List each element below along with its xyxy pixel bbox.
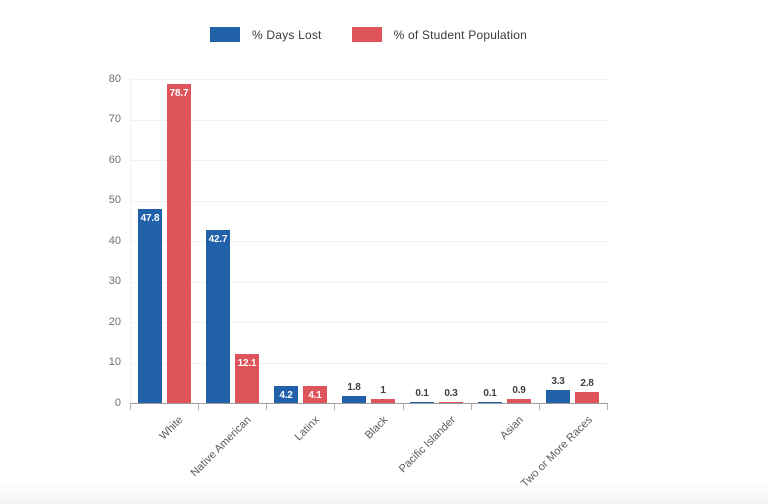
grid-line (130, 79, 607, 80)
grid-line (130, 322, 607, 323)
x-tick-label-native-american: Native American (188, 414, 254, 480)
bar--of-student-population-native-american (235, 354, 259, 403)
y-axis-line (130, 79, 131, 403)
bar--days-lost-two-or-more-races (546, 390, 570, 403)
legend-swatch-student-population-icon (351, 27, 382, 42)
x-tick-label-latinx: Latinx (292, 414, 322, 444)
legend-label-student-population: % of Student Population (393, 27, 527, 42)
y-tick-label: 40 (108, 235, 121, 247)
legend-item-days-lost[interactable]: % Days Lost (210, 27, 322, 42)
axis-tick (130, 404, 131, 410)
bar-value-label: 42.7 (208, 234, 228, 245)
bar--of-student-population-pacific-islander (439, 402, 463, 403)
grid-line (130, 201, 607, 202)
x-axis-line (130, 403, 608, 404)
x-tick-label-black: Black (362, 414, 390, 442)
grid-line (130, 363, 607, 364)
chart-legend: % Days Lost % of Student Population (130, 27, 607, 42)
bar--of-student-population-asian (507, 399, 531, 403)
bar--days-lost-native-american (206, 230, 230, 403)
bar--of-student-population-latinx (303, 386, 327, 403)
legend-swatch-days-lost-icon (210, 27, 241, 42)
bar--days-lost-pacific-islander (410, 402, 434, 403)
bar-value-label: 0.3 (444, 388, 458, 399)
bar-value-label: 2.8 (580, 378, 594, 389)
axis-tick (471, 404, 472, 410)
bar-value-label: 78.7 (169, 88, 189, 99)
bar-value-label: 12.1 (237, 358, 257, 369)
axis-tick (403, 404, 404, 410)
bar-value-label: 3.3 (551, 376, 565, 387)
x-tick-label-asian: Asian (498, 414, 527, 442)
bar--of-student-population-white (167, 84, 191, 403)
y-tick-label: 50 (108, 194, 121, 206)
y-tick-label: 60 (108, 154, 121, 166)
bar--days-lost-white (138, 209, 162, 403)
bar--of-student-population-black (371, 399, 395, 403)
axis-tick (266, 404, 267, 410)
bar--days-lost-black (342, 396, 366, 403)
axis-tick (198, 404, 199, 410)
bottom-fade-decoration (0, 482, 768, 504)
bar--of-student-population-two-or-more-races (575, 392, 599, 403)
grid-line (130, 120, 607, 121)
bar--days-lost-latinx (274, 386, 298, 403)
axis-tick (539, 404, 540, 410)
bar-value-label: 47.8 (140, 213, 160, 224)
bar-value-label: 0.1 (415, 388, 429, 399)
bar--days-lost-asian (478, 402, 502, 403)
x-tick-label-pacific-islander: Pacific Islander (396, 414, 459, 476)
bar-value-label: 1.8 (347, 382, 361, 393)
y-tick-label: 20 (108, 316, 121, 328)
y-tick-label: 30 (108, 275, 121, 287)
bar-value-label: 0.1 (483, 388, 497, 399)
y-tick-label: 70 (108, 113, 121, 125)
bar-value-label: 1 (380, 385, 386, 396)
legend-item-student-population[interactable]: % of Student Population (351, 27, 527, 42)
grid-line (130, 160, 607, 161)
y-tick-label: 0 (114, 397, 121, 409)
bar-value-label: 4.1 (308, 390, 322, 401)
bar-value-label: 4.2 (279, 390, 293, 401)
x-tick-label-two-or-more-races: Two or More Races (518, 414, 595, 490)
grid-line (130, 241, 607, 242)
y-tick-label: 80 (108, 73, 121, 85)
grid-line (130, 282, 607, 283)
bar-value-label: 0.9 (512, 385, 526, 396)
y-tick-label: 10 (108, 356, 121, 368)
x-tick-label-white: White (157, 414, 186, 443)
legend-label-days-lost: % Days Lost (252, 27, 322, 42)
axis-tick (334, 404, 335, 410)
axis-tick (607, 404, 608, 410)
